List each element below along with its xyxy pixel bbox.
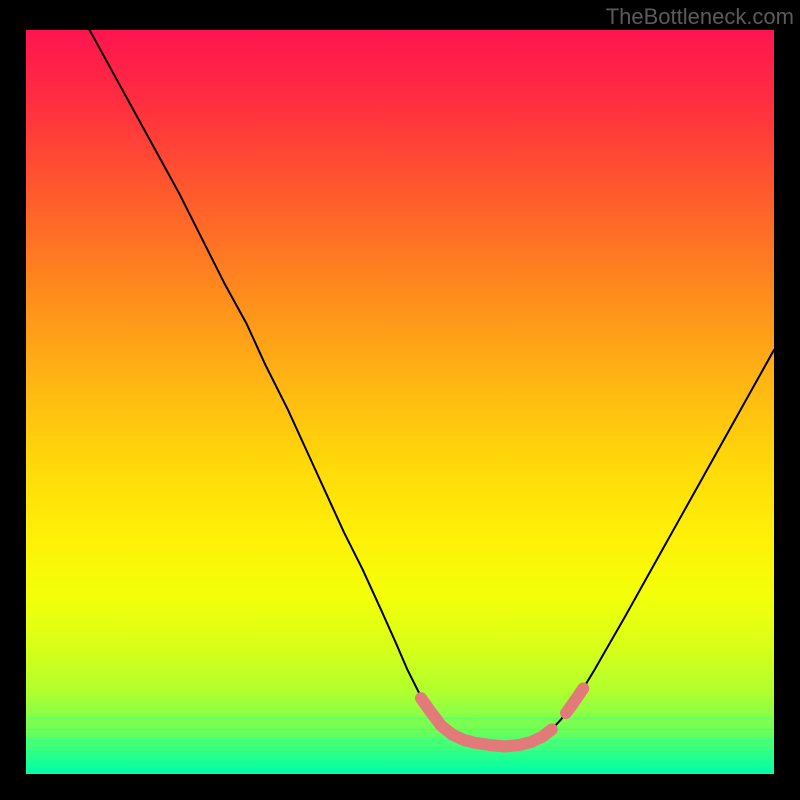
bottleneck-curve-chart: [0, 0, 800, 800]
heat-gradient-background: [26, 30, 774, 774]
watermark-text: TheBottleneck.com: [606, 4, 794, 30]
outer-frame: TheBottleneck.com: [0, 0, 800, 800]
plot-area: [26, 30, 774, 774]
